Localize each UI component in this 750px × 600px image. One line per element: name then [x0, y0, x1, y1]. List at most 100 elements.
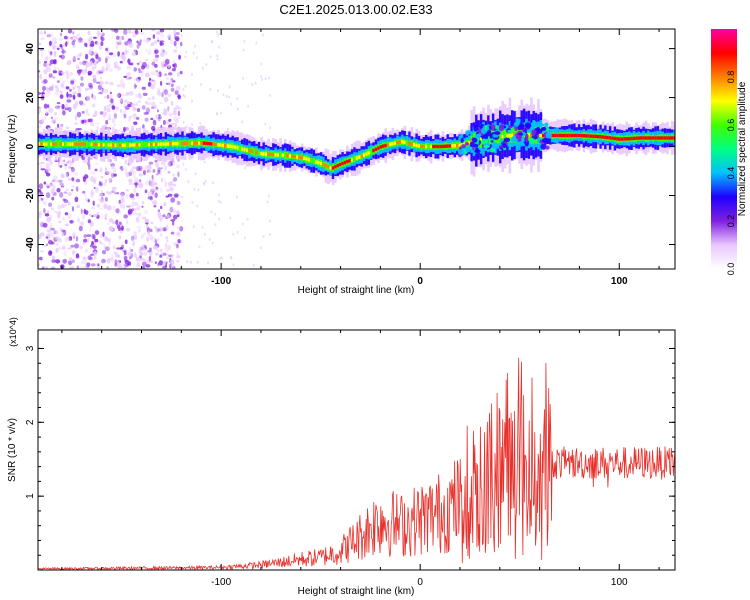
noise-speckle — [65, 86, 70, 90]
ridge-core — [250, 149, 254, 153]
noise-speckle — [157, 167, 161, 173]
noise-speckle — [68, 165, 72, 169]
ridge-core — [296, 155, 299, 159]
ridge-core — [341, 161, 344, 166]
noise-speckle — [130, 197, 136, 201]
noise-speckle — [236, 97, 239, 101]
noise-speckle — [154, 192, 158, 199]
noise-speckle — [177, 239, 181, 244]
y-tick-label: 0 — [25, 143, 36, 149]
noise-speckle — [105, 63, 111, 69]
ridge-core — [606, 135, 610, 140]
noise-speckle — [136, 225, 142, 229]
noise-speckle — [138, 70, 143, 74]
noise-speckle — [167, 182, 173, 188]
ridge-blob — [499, 144, 504, 149]
noise-speckle — [171, 68, 176, 72]
ridge-core — [668, 136, 672, 140]
noise-speckle — [92, 36, 97, 39]
noise-speckle — [128, 117, 131, 122]
noise-speckle — [38, 183, 44, 190]
noise-speckle — [100, 36, 105, 42]
noise-speckle — [103, 244, 107, 249]
noise-speckle — [115, 40, 118, 45]
noise-speckle — [173, 107, 177, 112]
ridge-core — [198, 141, 201, 145]
noise-speckle — [85, 174, 89, 179]
noise-speckle — [77, 73, 81, 76]
noise-speckle — [60, 83, 64, 88]
noise-speckle — [138, 42, 142, 46]
noise-speckle — [55, 106, 60, 110]
noise-speckle — [67, 247, 72, 250]
noise-speckle — [148, 81, 151, 87]
noise-speckle — [135, 102, 139, 107]
noise-speckle — [51, 118, 54, 124]
noise-speckle — [170, 78, 174, 81]
noise-speckle — [112, 245, 116, 250]
noise-speckle — [145, 180, 150, 186]
noise-speckle — [54, 179, 59, 183]
noise-speckle — [141, 205, 144, 208]
noise-speckle — [170, 253, 174, 259]
noise-speckle — [43, 202, 47, 206]
noise-speckle — [134, 180, 140, 184]
noise-speckle — [44, 266, 49, 269]
noise-speckle — [90, 122, 93, 126]
noise-speckle — [127, 210, 132, 215]
noise-speckle — [141, 105, 146, 110]
ridge-core — [618, 137, 622, 141]
ridge-core — [145, 142, 149, 147]
noise-speckle — [87, 118, 90, 123]
noise-speckle — [71, 206, 75, 212]
noise-speckle — [126, 205, 131, 208]
noise-speckle — [67, 201, 71, 206]
noise-speckle — [72, 55, 77, 61]
noise-speckle — [159, 29, 165, 33]
noise-speckle — [104, 213, 108, 217]
noise-speckle — [172, 220, 175, 226]
ridge-core — [587, 134, 590, 138]
noise-speckle — [154, 245, 159, 250]
noise-speckle — [46, 216, 52, 223]
noise-speckle — [207, 156, 210, 159]
noise-speckle — [141, 86, 146, 90]
spectrogram-heatmap — [38, 29, 675, 269]
noise-speckle — [145, 264, 151, 268]
noise-speckle — [157, 36, 160, 41]
ridge-blob — [525, 135, 529, 143]
noise-speckle — [76, 204, 81, 209]
noise-speckle — [151, 174, 154, 180]
noise-speckle — [104, 171, 110, 175]
ridge-core — [427, 144, 430, 149]
noise-speckle — [247, 104, 250, 108]
noise-speckle — [91, 66, 95, 71]
noise-speckle — [162, 252, 167, 256]
noise-speckle — [74, 243, 79, 249]
noise-speckle — [143, 244, 147, 248]
noise-speckle — [163, 108, 168, 113]
noise-speckle — [90, 194, 94, 198]
ridge-core — [121, 143, 125, 147]
ridge-blob — [510, 138, 517, 142]
noise-speckle — [44, 57, 49, 62]
noise-speckle — [190, 260, 193, 264]
noise-speckle — [119, 99, 123, 102]
noise-speckle — [63, 199, 69, 204]
noise-speckle — [49, 40, 52, 46]
noise-speckle — [94, 110, 98, 117]
ridge-core — [327, 165, 330, 169]
noise-speckle — [55, 248, 59, 253]
noise-speckle — [153, 182, 158, 186]
noise-speckle — [74, 250, 77, 254]
noise-speckle — [174, 90, 179, 95]
noise-speckle — [228, 95, 231, 99]
noise-speckle — [174, 36, 180, 42]
colorbar-ticks: 0.0 0.2 0.4 0.6 0.8 — [726, 71, 736, 276]
ridge-core — [243, 147, 246, 152]
noise-speckle — [136, 62, 140, 65]
noise-speckle — [172, 214, 178, 220]
noise-speckle — [269, 93, 272, 97]
noise-speckle — [106, 205, 112, 211]
ridge-core — [257, 151, 261, 155]
